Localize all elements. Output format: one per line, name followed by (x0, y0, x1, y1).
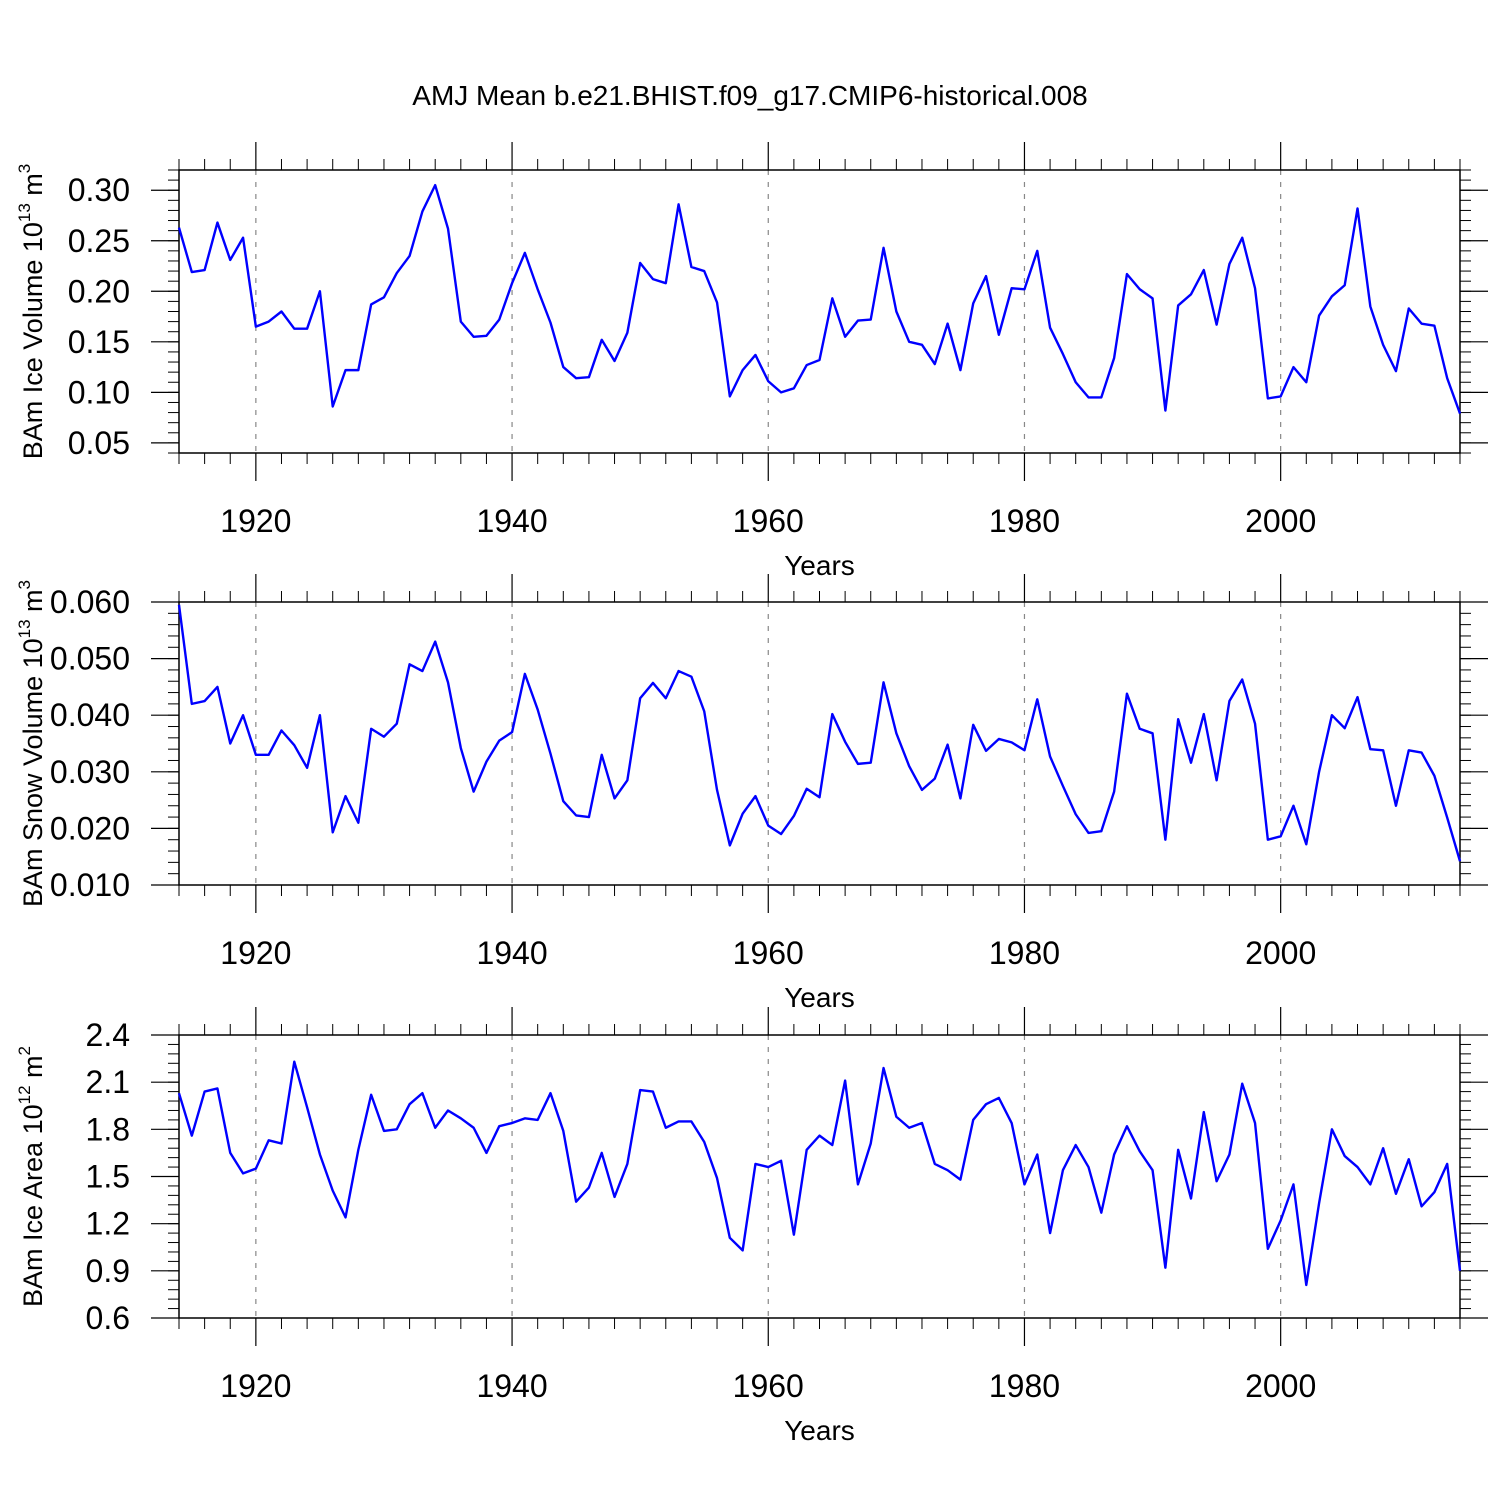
panel-2: 1920 1940 1960 1980 2000 0.010 0.020 0.030 0.040… (15, 574, 1488, 1013)
y-axis-label-unit-exponent: 3 (15, 580, 34, 589)
y-tick-label: 1.2 (86, 1206, 130, 1242)
y-tick-label: 0.020 (50, 810, 130, 846)
y-tick-label: 0.20 (68, 273, 130, 309)
x-tick-label: 1960 (733, 1368, 804, 1404)
y-axis-label-unit: m (18, 589, 48, 619)
x-tick-label: 1940 (476, 935, 547, 971)
y-tick-label: 1.8 (86, 1111, 130, 1147)
y-axis-label-unit-exponent: 3 (15, 164, 34, 173)
y-axis-label: BAm Ice Volume 1013 m3 (15, 164, 48, 460)
y-axis-label-main: BAm Ice Area 10 (18, 1104, 48, 1307)
y-tick-label: 2.4 (86, 1017, 130, 1053)
x-tick-label: 1960 (733, 503, 804, 539)
x-tick-label: 1940 (476, 503, 547, 539)
plot-frame (178, 601, 1461, 886)
y-axis-label-unit: m (18, 1055, 48, 1085)
y-tick-label: 2.1 (86, 1064, 130, 1100)
x-tick-label: 1980 (989, 503, 1060, 539)
y-tick-label: 0.10 (68, 374, 130, 410)
x-tick-label: 1920 (220, 503, 291, 539)
x-axis-label: Years (784, 982, 855, 1013)
y-tick-label: 0.25 (68, 223, 130, 259)
y-tick-label: 0.060 (50, 584, 130, 620)
y-tick-label: 0.050 (50, 641, 130, 677)
y-tick-label: 1.5 (86, 1159, 130, 1195)
plot-frame (178, 1034, 1461, 1319)
y-tick-label: 0.030 (50, 754, 130, 790)
plot-frame (178, 169, 1461, 454)
x-axis-label: Years (784, 1415, 855, 1446)
x-tick-label: 1920 (220, 935, 291, 971)
y-axis-label: BAm Ice Area 1012 m2 (15, 1046, 48, 1307)
y-axis-label-main: BAm Snow Volume 10 (18, 638, 48, 907)
x-tick-label: 1920 (220, 1368, 291, 1404)
y-axis-label-exponent: 13 (15, 203, 34, 222)
x-tick-label: 1980 (989, 935, 1060, 971)
x-tick-label: 1940 (476, 1368, 547, 1404)
y-tick-label: 0.040 (50, 697, 130, 733)
y-axis-label-exponent: 13 (15, 619, 34, 638)
y-tick-label: 0.15 (68, 324, 130, 360)
y-tick-label: 0.010 (50, 867, 130, 903)
y-axis-label-main: BAm Ice Volume 10 (18, 222, 48, 459)
x-tick-label: 2000 (1245, 1368, 1316, 1404)
series-line (177, 604, 1462, 862)
y-tick-label: 0.9 (86, 1253, 130, 1289)
y-axis-label-unit: m (18, 173, 48, 203)
chart-title: AMJ Mean b.e21.BHIST.f09_g17.CMIP6-histo… (412, 80, 1087, 111)
y-tick-label: 0.30 (68, 172, 130, 208)
y-tick-label: 0.05 (68, 425, 130, 461)
y-axis-label: BAm Snow Volume 1013 m3 (15, 580, 48, 907)
x-tick-label: 1980 (989, 1368, 1060, 1404)
x-tick-label: 1960 (733, 935, 804, 971)
y-tick-label: 0.6 (86, 1300, 130, 1336)
x-tick-label: 2000 (1245, 503, 1316, 539)
series-line (177, 1060, 1462, 1287)
y-axis-label-exponent: 12 (15, 1085, 34, 1104)
panel-1: 1920 1940 1960 1980 2000 0.05 0.10 0.15 0.20 0.25… (15, 142, 1488, 581)
x-tick-label: 2000 (1245, 935, 1316, 971)
x-axis-label: Years (784, 550, 855, 581)
panel-3: 1920 1940 1960 1980 2000 0.6 0.9 1.2 1.5 1.8 2.1 2.… (15, 1007, 1488, 1446)
y-axis-label-unit-exponent: 2 (15, 1046, 34, 1055)
series-line (177, 183, 1462, 414)
